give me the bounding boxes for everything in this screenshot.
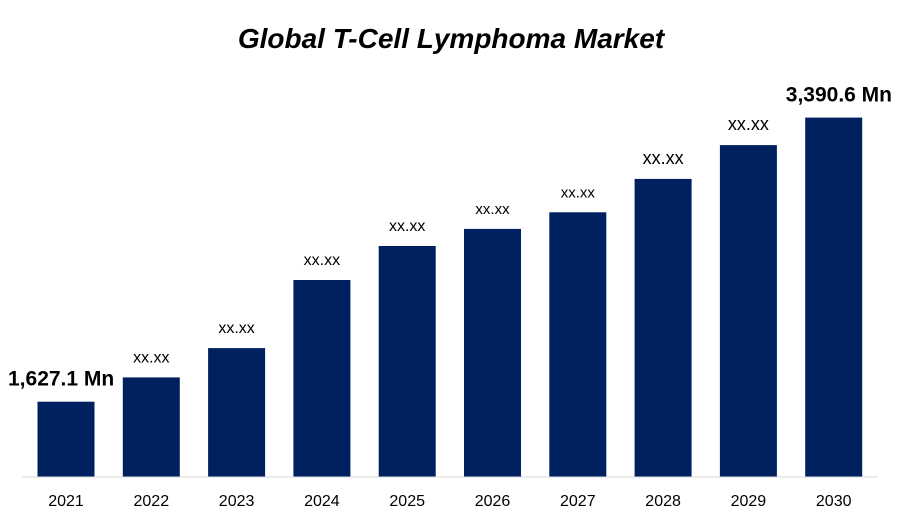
data-label: xx.xx [304, 252, 340, 269]
x-tick-label: 2029 [731, 493, 767, 510]
x-tick-label: 2026 [475, 493, 511, 510]
data-labels: 1,627.1 Mn xx.xx xx.xx xx.xx xx.xx xx.xx xx.xx… [8, 84, 892, 391]
data-label: xx.xx [389, 218, 425, 235]
bar-2029 [719, 145, 777, 477]
bars-group [37, 117, 863, 478]
bar-2021 [37, 401, 95, 477]
x-tick-label: 2021 [48, 493, 84, 510]
chart-title: Global T-Cell Lymphoma Market [238, 23, 666, 54]
bar-2022 [122, 377, 180, 477]
x-tick-label: 2027 [560, 493, 596, 510]
x-tick-labels: 2021 2022 2023 2024 2025 2026 2027 2028 2029 2030 [48, 493, 851, 510]
x-tick-label: 2025 [389, 493, 425, 510]
x-tick-label: 2023 [219, 493, 255, 510]
x-tick-label: 2024 [304, 493, 340, 510]
bar-2024 [293, 280, 351, 477]
data-label: xx.xx [133, 349, 169, 366]
data-label: 3,390.6 Mn [786, 84, 892, 107]
bar-2023 [208, 348, 266, 477]
data-label: xx.xx [475, 201, 510, 218]
bar-2025 [378, 246, 436, 477]
bar-2026 [464, 228, 521, 477]
data-label: xx.xx [218, 320, 254, 337]
bar-2030 [805, 117, 863, 477]
bar-2028 [634, 178, 692, 477]
x-tick-label: 2022 [134, 493, 170, 510]
x-tick-label: 2030 [816, 493, 852, 510]
data-label: xx.xx [561, 184, 596, 201]
data-label: xx.xx [728, 114, 769, 134]
data-label: xx.xx [643, 148, 684, 168]
x-tick-label: 2028 [645, 493, 681, 510]
bar-2027 [549, 212, 607, 478]
data-label: 1,627.1 Mn [8, 368, 114, 391]
